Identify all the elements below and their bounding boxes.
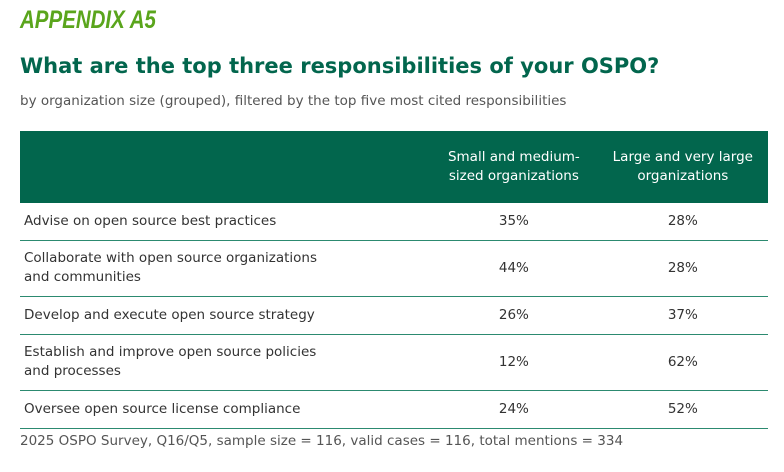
header-label: [20, 131, 431, 203]
row-label: Oversee open source license compliance: [20, 390, 431, 429]
row-label: Advise on open source best practices: [20, 203, 431, 241]
header-large: Large and very large organizations: [597, 131, 768, 203]
value-large: 37%: [597, 296, 768, 335]
appendix-label: APPENDIX A5: [20, 6, 156, 34]
row-label: Establish and improve open source polici…: [20, 334, 431, 391]
row-label: Develop and execute open source strategy: [20, 296, 431, 335]
table-row: Advise on open source best practices 35% 2…: [20, 203, 768, 241]
row-label: Collaborate with open source organizatio…: [20, 240, 431, 297]
value-small-medium: 26%: [430, 296, 598, 335]
table-row: Establish and improve open source polici…: [20, 334, 768, 391]
source-note: 2025 OSPO Survey, Q16/Q5, sample size = …: [20, 433, 624, 449]
header-small-medium: Small and medium-sized organizations: [430, 131, 598, 203]
value-large: 28%: [597, 240, 768, 297]
value-small-medium: 44%: [430, 240, 598, 297]
value-small-medium: 35%: [430, 203, 598, 241]
subtitle: by organization size (grouped), filtered…: [20, 93, 567, 109]
page-title: What are the top three responsibilities …: [20, 54, 660, 78]
value-large: 62%: [597, 334, 768, 391]
table-row: Collaborate with open source organizatio…: [20, 240, 768, 297]
responsibilities-table: Small and medium-sized organizations Lar…: [20, 131, 768, 429]
value-small-medium: 24%: [430, 390, 598, 429]
value-large: 28%: [597, 203, 768, 241]
table-row: Oversee open source license compliance 24…: [20, 390, 768, 429]
table-header: Small and medium-sized organizations Lar…: [20, 131, 768, 203]
table-row: Develop and execute open source strategy…: [20, 296, 768, 335]
value-small-medium: 12%: [430, 334, 598, 391]
value-large: 52%: [597, 390, 768, 429]
